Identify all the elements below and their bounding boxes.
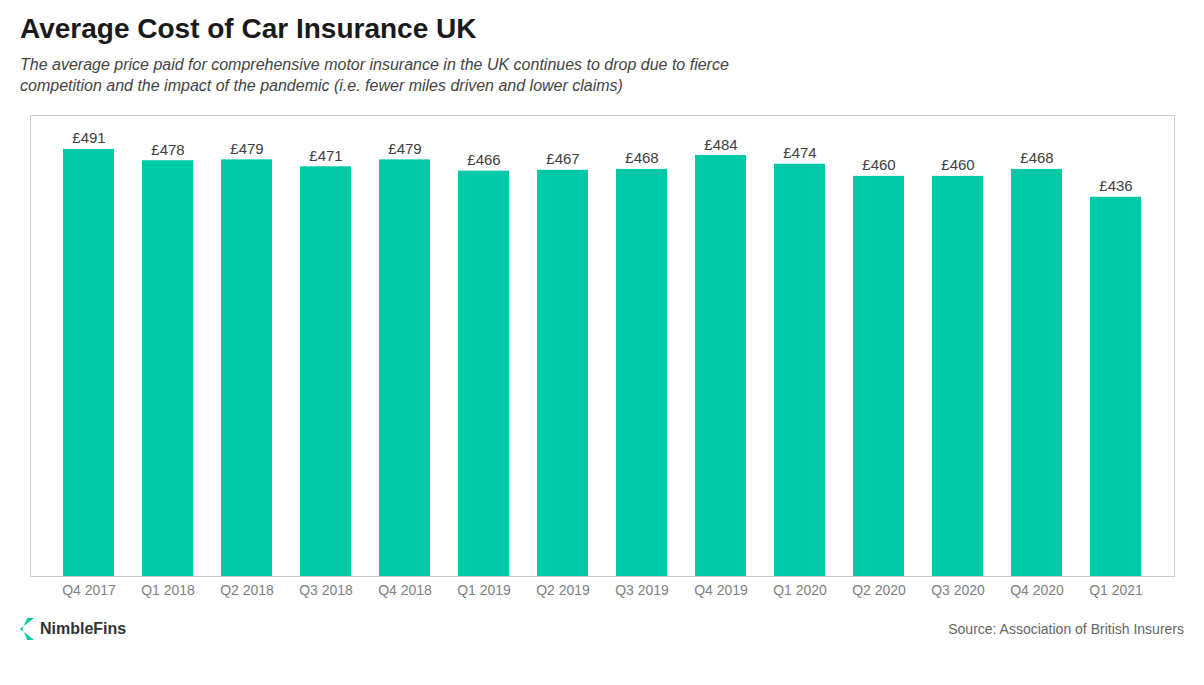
html-text:The average price paid for com: The average price paid for comprehensive… xyxy=(20,55,729,73)
svg-text:Q4 2019: Q4 2019 xyxy=(694,582,748,598)
svg-text:£479: £479 xyxy=(230,140,263,157)
svg-text:£484: £484 xyxy=(704,135,737,152)
svg-text:£460: £460 xyxy=(862,156,895,173)
svg-text:£468: £468 xyxy=(1020,149,1053,166)
svg-text:£471: £471 xyxy=(309,147,342,164)
svg-text:Q4 2017: Q4 2017 xyxy=(62,582,116,598)
svg-text:£491: £491 xyxy=(72,129,105,146)
svg-text:£474: £474 xyxy=(783,144,816,161)
svg-text:£468: £468 xyxy=(625,149,658,166)
svg-text:£466: £466 xyxy=(467,151,500,168)
html-text:competition and the impact of: competition and the impact of the pandem… xyxy=(20,77,623,95)
svg-text:Q4 2020: Q4 2020 xyxy=(1010,582,1064,598)
svg-text:£460: £460 xyxy=(941,156,974,173)
svg-text:Q3 2019: Q3 2019 xyxy=(615,582,669,598)
svg-text:Q1 2020: Q1 2020 xyxy=(773,582,827,598)
svg-text:Q3 2020: Q3 2020 xyxy=(931,582,985,598)
svg-text:Q1 2021: Q1 2021 xyxy=(1089,582,1143,598)
svg-text:Q1 2018: Q1 2018 xyxy=(141,582,195,598)
svg-text:Q2 2019: Q2 2019 xyxy=(536,582,590,598)
svg-text:Q2 2018: Q2 2018 xyxy=(220,582,274,598)
html-text:NimbleFins: NimbleFins xyxy=(40,619,127,637)
svg-text:£436: £436 xyxy=(1099,177,1132,194)
svg-text:£479: £479 xyxy=(388,140,421,157)
svg-text:£478: £478 xyxy=(151,141,184,158)
svg-text:Q4 2018: Q4 2018 xyxy=(378,582,432,598)
html-text:Average Cost of Car Insurance: Average Cost of Car Insurance UK xyxy=(20,13,477,44)
svg-text:Q2 2020: Q2 2020 xyxy=(852,582,906,598)
svg-text:Q3 2018: Q3 2018 xyxy=(299,582,353,598)
html-text:Source: Association of British: Source: Association of British Insurers xyxy=(948,620,1184,637)
svg-text:£467: £467 xyxy=(546,150,579,167)
svg-text:Q1 2019: Q1 2019 xyxy=(457,582,511,598)
